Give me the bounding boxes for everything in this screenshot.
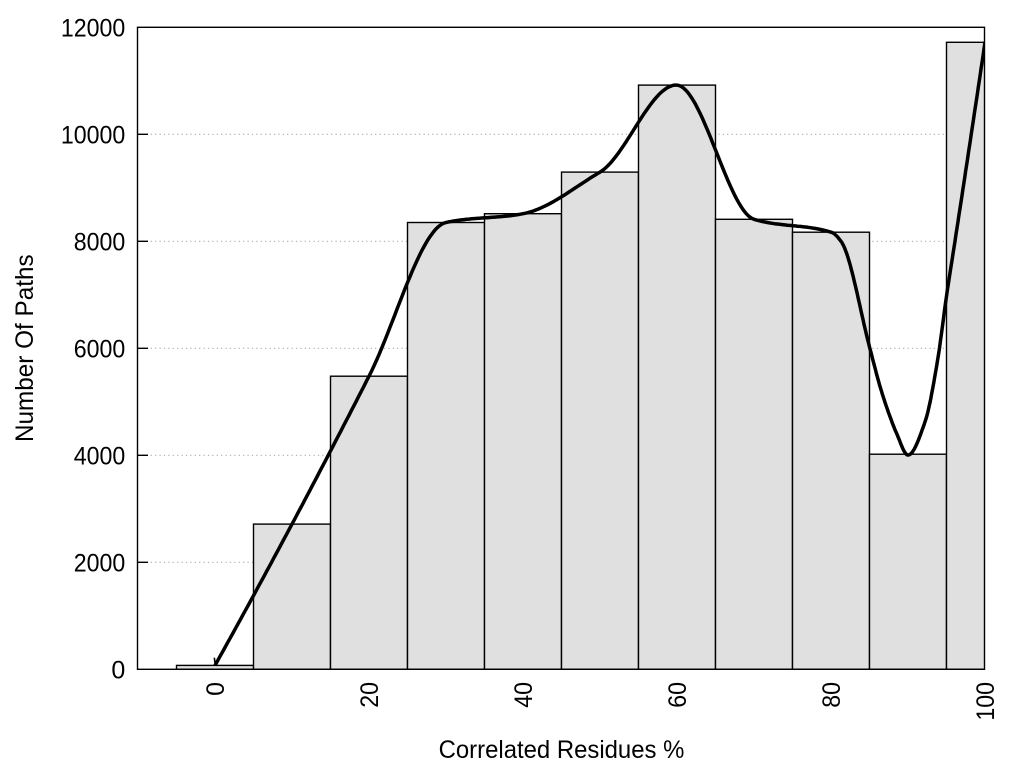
svg-text:0: 0 (111, 657, 125, 685)
svg-text:4000: 4000 (74, 443, 126, 471)
svg-text:0: 0 (202, 682, 230, 696)
svg-text:80: 80 (818, 682, 846, 708)
svg-text:12000: 12000 (61, 15, 125, 43)
svg-text:40: 40 (510, 682, 538, 708)
svg-text:10000: 10000 (61, 122, 125, 150)
svg-text:Correlated Residues %: Correlated Residues % (439, 736, 685, 764)
svg-text:100: 100 (972, 682, 1000, 721)
svg-text:2000: 2000 (74, 550, 126, 578)
svg-text:6000: 6000 (74, 336, 126, 364)
svg-text:60: 60 (664, 682, 692, 708)
svg-text:8000: 8000 (74, 229, 126, 257)
svg-text:20: 20 (356, 682, 384, 708)
svg-text:Number Of Paths: Number Of Paths (11, 254, 39, 442)
